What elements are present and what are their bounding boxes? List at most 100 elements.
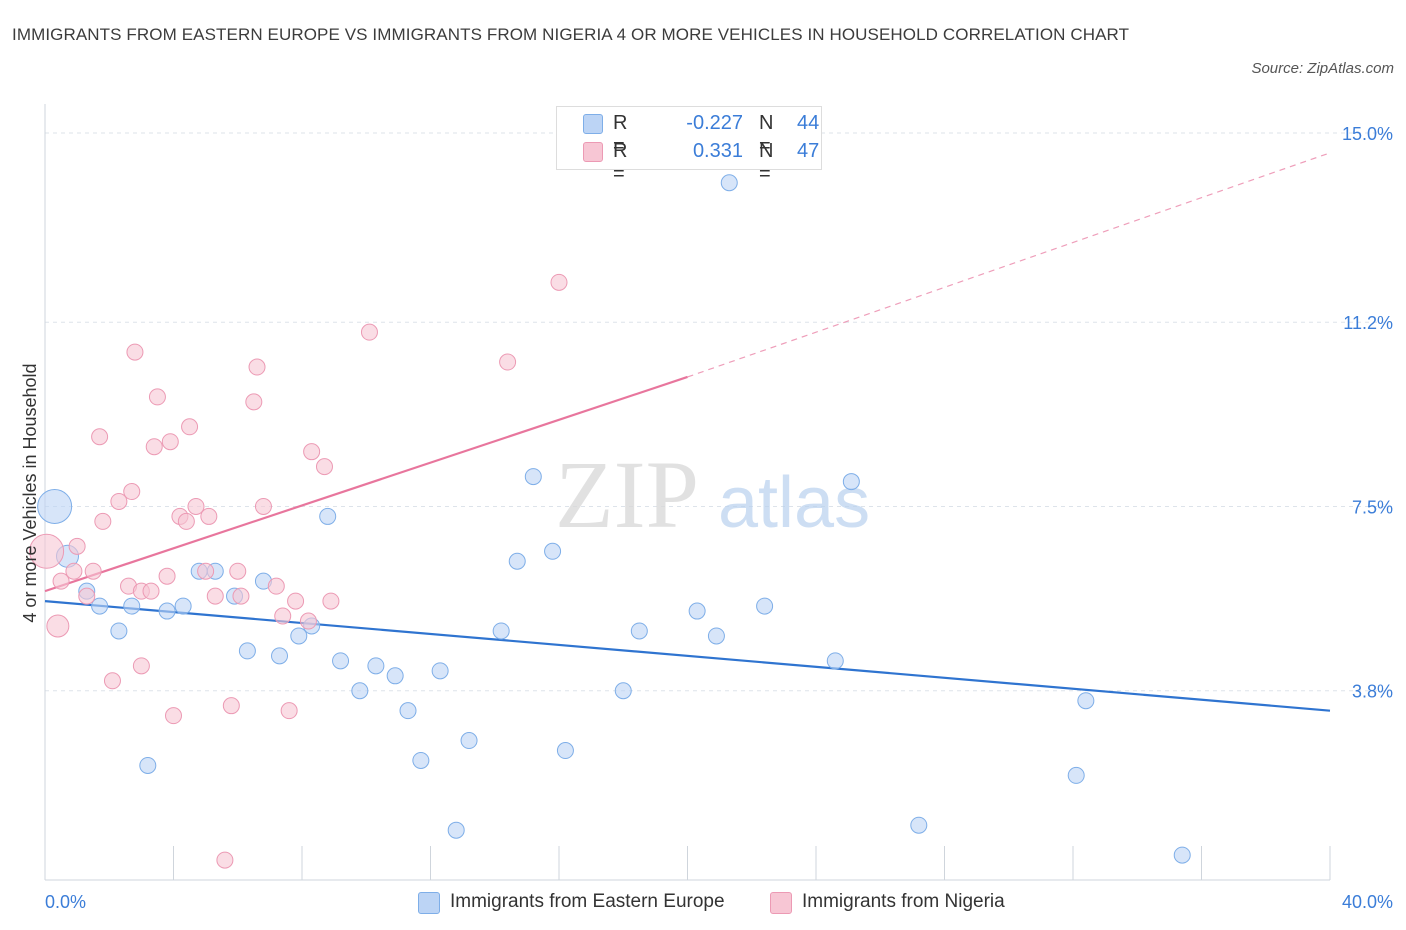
swatch-nigeria bbox=[583, 142, 603, 162]
point-nigeria bbox=[94, 512, 112, 530]
point-eastern-europe bbox=[1173, 846, 1191, 864]
point-nigeria bbox=[200, 507, 218, 525]
point-eastern-europe bbox=[492, 622, 510, 640]
point-eastern-europe bbox=[556, 742, 574, 760]
point-eastern-europe bbox=[37, 488, 73, 524]
point-nigeria bbox=[322, 592, 340, 610]
point-eastern-europe bbox=[688, 602, 706, 620]
point-nigeria bbox=[360, 323, 378, 341]
point-eastern-europe bbox=[91, 597, 109, 615]
point-nigeria bbox=[232, 587, 250, 605]
r-value: 0.331 bbox=[692, 140, 743, 162]
point-nigeria bbox=[287, 592, 305, 610]
point-nigeria bbox=[499, 353, 517, 371]
point-nigeria bbox=[248, 358, 266, 376]
point-eastern-europe bbox=[290, 627, 308, 645]
point-nigeria bbox=[187, 497, 205, 515]
point-eastern-europe bbox=[910, 816, 928, 834]
legend-swatch-eastern-europe bbox=[418, 892, 440, 914]
watermark: ZIP atlas bbox=[555, 441, 870, 548]
point-nigeria bbox=[110, 492, 128, 510]
legend-swatch-nigeria bbox=[770, 892, 792, 914]
trend-lines bbox=[44, 152, 1331, 712]
data-points bbox=[29, 174, 1191, 869]
point-eastern-europe bbox=[826, 652, 844, 670]
point-eastern-europe bbox=[110, 622, 128, 640]
point-nigeria bbox=[158, 567, 176, 585]
point-nigeria bbox=[315, 458, 333, 476]
point-eastern-europe bbox=[174, 597, 192, 615]
point-eastern-europe bbox=[123, 597, 141, 615]
point-nigeria bbox=[550, 273, 568, 291]
point-nigeria bbox=[132, 657, 150, 675]
point-eastern-europe bbox=[1077, 692, 1095, 710]
point-nigeria bbox=[280, 702, 298, 720]
point-eastern-europe bbox=[842, 473, 860, 491]
point-eastern-europe bbox=[756, 597, 774, 615]
point-nigeria bbox=[145, 438, 163, 456]
point-eastern-europe bbox=[367, 657, 385, 675]
trend-line-eastern-europe bbox=[44, 600, 1331, 712]
point-nigeria bbox=[46, 614, 70, 638]
point-eastern-europe bbox=[508, 552, 526, 570]
point-nigeria bbox=[181, 418, 199, 436]
y-tick-label: 3.8% bbox=[1352, 682, 1393, 702]
x-tick-label: 40.0% bbox=[1342, 892, 1393, 912]
legend-label-eastern-europe: Immigrants from Eastern Europe bbox=[450, 891, 725, 912]
trend-line-nigeria-extension bbox=[687, 152, 1331, 378]
point-nigeria bbox=[229, 562, 247, 580]
point-nigeria bbox=[52, 572, 70, 590]
point-eastern-europe bbox=[720, 174, 738, 192]
y-axis-label: 4 or more Vehicles in Household bbox=[20, 363, 40, 622]
r-label: R = bbox=[613, 112, 628, 157]
point-eastern-europe bbox=[351, 682, 369, 700]
point-eastern-europe bbox=[319, 507, 337, 525]
point-nigeria bbox=[222, 697, 240, 715]
r-label: R = bbox=[613, 140, 628, 185]
point-eastern-europe bbox=[630, 622, 648, 640]
point-eastern-europe bbox=[139, 756, 157, 774]
point-nigeria bbox=[29, 533, 65, 569]
point-nigeria bbox=[126, 343, 144, 361]
point-eastern-europe bbox=[271, 647, 289, 665]
point-nigeria bbox=[274, 607, 292, 625]
point-eastern-europe bbox=[399, 702, 417, 720]
point-eastern-europe bbox=[447, 821, 465, 839]
point-eastern-europe bbox=[1067, 766, 1085, 784]
r-value: -0.227 bbox=[686, 112, 743, 134]
n-value: 44 bbox=[797, 112, 820, 134]
point-nigeria bbox=[254, 497, 272, 515]
source-label: Source: ZipAtlas.com bbox=[1251, 60, 1394, 77]
y-tick-label: 7.5% bbox=[1352, 497, 1393, 517]
series-legend: Immigrants from Eastern Europe Immigrant… bbox=[0, 886, 1406, 918]
point-nigeria bbox=[78, 587, 96, 605]
watermark-zip: ZIP bbox=[555, 441, 699, 548]
point-nigeria bbox=[177, 512, 195, 530]
point-eastern-europe bbox=[544, 542, 562, 560]
point-nigeria bbox=[303, 443, 321, 461]
point-eastern-europe bbox=[386, 667, 404, 685]
point-nigeria bbox=[245, 393, 263, 411]
point-eastern-europe bbox=[524, 468, 542, 486]
point-nigeria bbox=[206, 587, 224, 605]
swatch-eastern-europe bbox=[583, 114, 603, 134]
point-eastern-europe bbox=[412, 751, 430, 769]
n-label: N = bbox=[759, 112, 774, 157]
trend-line-nigeria bbox=[44, 375, 688, 593]
point-nigeria bbox=[91, 428, 109, 446]
stats-legend: R = -0.227 N = 44 R = 0.331 N = 47 bbox=[556, 106, 822, 185]
point-eastern-europe bbox=[158, 602, 176, 620]
point-nigeria bbox=[197, 562, 215, 580]
n-value: 47 bbox=[797, 140, 820, 162]
x-tick-label: 0.0% bbox=[45, 892, 86, 912]
chart-title: IMMIGRANTS FROM EASTERN EUROPE VS IMMIGR… bbox=[12, 25, 1130, 44]
point-eastern-europe bbox=[614, 682, 632, 700]
point-eastern-europe bbox=[238, 642, 256, 660]
point-nigeria bbox=[68, 537, 86, 555]
point-nigeria bbox=[65, 562, 83, 580]
point-nigeria bbox=[84, 562, 102, 580]
tick-labels: 3.8% 7.5% 11.2% 15.0% 0.0% 40.0% bbox=[45, 124, 1393, 912]
point-nigeria bbox=[142, 582, 160, 600]
point-eastern-europe bbox=[431, 662, 449, 680]
